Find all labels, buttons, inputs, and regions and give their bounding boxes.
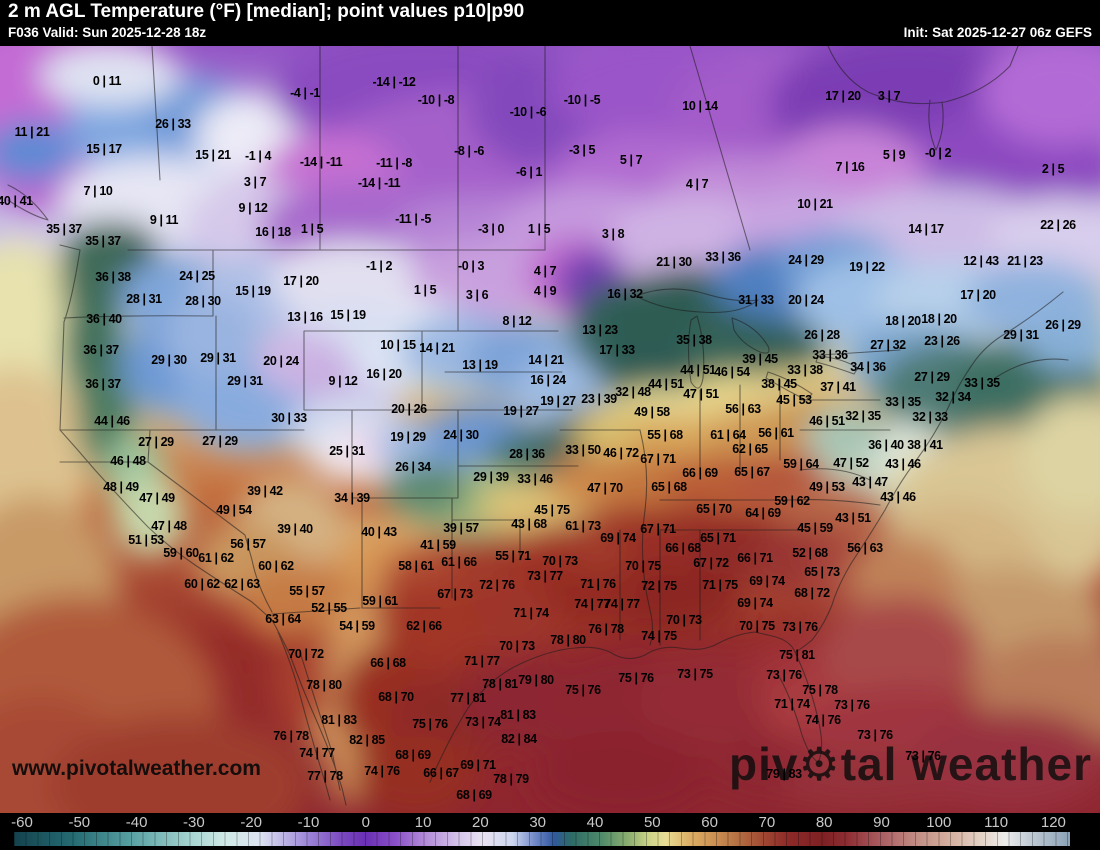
map-canvas[interactable]: www.pivotalweather.com piv⚙tal weather: [0, 46, 1100, 813]
brand-text-left: piv: [728, 738, 799, 790]
colorbar-tick: 20: [472, 814, 489, 831]
colorbar-tick: 80: [815, 814, 833, 831]
brand-text-right: tal weather: [840, 738, 1092, 790]
colorbar-tick: 110: [984, 814, 1009, 831]
colorbar-ticks: -60 -50 -40 -30 -20 -10 0 10 20 30 40 50 60 70 80 90 100…: [0, 813, 1100, 831]
colorbar-tick: 60: [701, 814, 718, 831]
colorbar-segments: [14, 832, 1070, 846]
colorbar-tick: 70: [758, 814, 776, 831]
brand-watermark: piv⚙tal weather: [729, 741, 1092, 787]
header-bar: 2 m AGL Temperature (°F) [median]; point…: [0, 0, 1100, 46]
temperature-field: [0, 46, 1100, 813]
map-title: 2 m AGL Temperature (°F) [median]; point…: [8, 1, 525, 22]
border-lines: [7, 46, 1069, 806]
colorbar-tick: -20: [240, 814, 263, 831]
colorbar-tick: 120: [1040, 814, 1066, 831]
colorbar-strip: [14, 832, 1070, 846]
colorbar-tick: -50: [68, 814, 91, 831]
colorbar-tick: 10: [414, 814, 432, 831]
site-watermark: www.pivotalweather.com: [12, 757, 261, 780]
init-time: Init: Sat 2025-12-27 06z GEFS: [903, 25, 1092, 40]
colorbar-tick: 0: [361, 814, 370, 831]
colorbar-tick: -40: [125, 814, 148, 831]
valid-time: F036 Valid: Sun 2025-12-28 18z: [8, 25, 207, 40]
colorbar-tick: 100: [926, 814, 952, 831]
colorbar-tick: -30: [183, 814, 205, 831]
colorbar-tick: 40: [586, 814, 604, 831]
colorbar-tick: -10: [297, 814, 320, 831]
colorbar-tick: -60: [11, 814, 33, 831]
colorbar-tick: 30: [529, 814, 547, 831]
colorbar: -60 -50 -40 -30 -20 -10 0 10 20 30 40 50 60 70 80 90 100…: [0, 813, 1100, 850]
colorbar-tick: 90: [873, 814, 890, 831]
gear-icon: ⚙: [798, 738, 841, 790]
colorbar-tick: 50: [643, 814, 661, 831]
